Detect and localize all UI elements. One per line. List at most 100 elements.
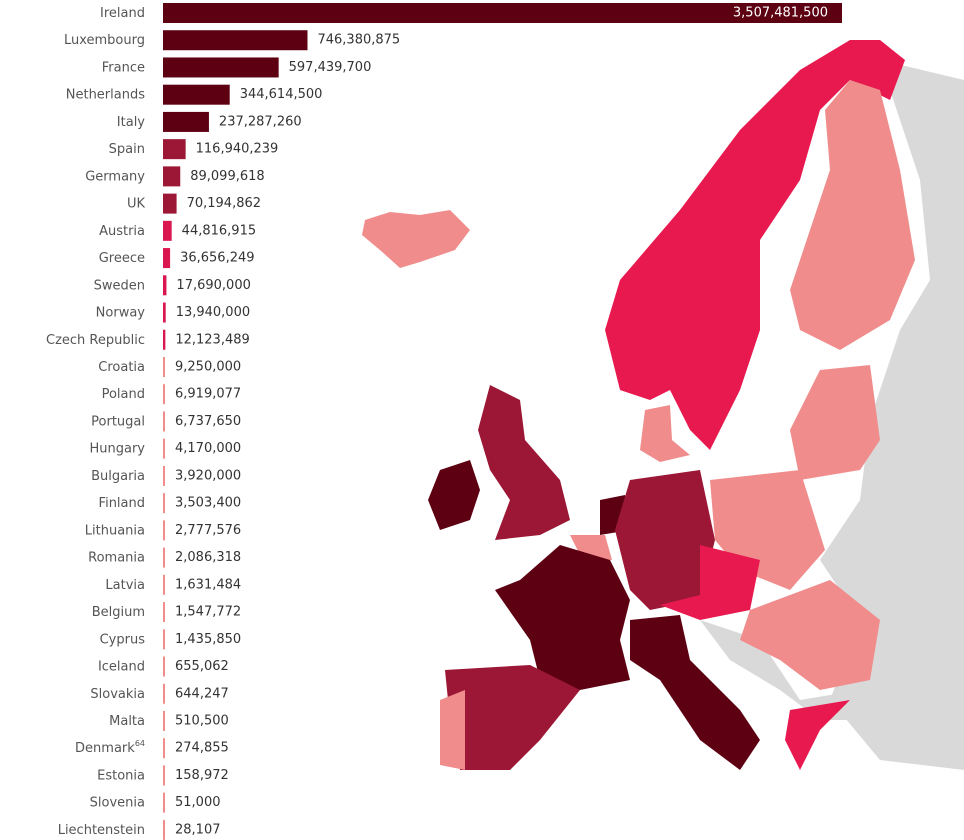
- bar: [163, 602, 165, 623]
- value-label: 3,503,400: [175, 496, 241, 511]
- bar: [163, 166, 181, 187]
- bar: [163, 384, 165, 405]
- value-label: 9,250,000: [175, 359, 241, 374]
- bar: [163, 3, 842, 23]
- category-label: Ireland: [100, 6, 145, 21]
- category-name: Portugal: [91, 414, 145, 429]
- category-label: Lithuania: [85, 523, 145, 538]
- bar: [163, 411, 165, 432]
- value-label: 1,631,484: [175, 577, 241, 592]
- category-name: France: [102, 60, 145, 75]
- category-name: Slovenia: [90, 795, 145, 810]
- map-germany: [615, 470, 715, 610]
- category-name: Iceland: [98, 659, 145, 674]
- value-label: 12,123,489: [175, 332, 249, 347]
- category-label: Portugal: [91, 414, 145, 429]
- map-norway-sweden: [605, 40, 905, 450]
- category-label: Estonia: [97, 768, 145, 783]
- value-label: 158,972: [175, 768, 229, 783]
- bar: [163, 465, 165, 486]
- value-label: 89,099,618: [190, 169, 264, 184]
- category-name: Norway: [96, 305, 146, 320]
- bar: [163, 356, 165, 377]
- category-label: Finland: [99, 496, 145, 511]
- category-name: Czech Republic: [46, 332, 145, 347]
- category-label: Hungary: [89, 441, 145, 456]
- map-portugal: [440, 690, 465, 770]
- category-name: Greece: [99, 251, 145, 266]
- category-label: Sweden: [94, 278, 145, 293]
- value-label: 2,086,318: [175, 550, 241, 565]
- category-label: Italy: [117, 114, 146, 129]
- value-label: 116,940,239: [196, 142, 279, 157]
- bar: [163, 792, 165, 813]
- bar: [163, 84, 230, 105]
- map-ireland: [428, 460, 480, 530]
- bar: [163, 438, 165, 459]
- value-label: 70,194,862: [187, 196, 261, 211]
- category-name: Estonia: [97, 768, 145, 783]
- value-label: 1,547,772: [175, 605, 241, 620]
- value-label: 36,656,249: [180, 251, 254, 266]
- bar: [163, 520, 165, 541]
- category-name: Slovakia: [90, 686, 145, 701]
- value-label: 44,816,915: [182, 223, 256, 238]
- bar: [163, 57, 279, 78]
- bar: [163, 193, 177, 214]
- category-name: Croatia: [98, 359, 145, 374]
- bar: [163, 574, 165, 595]
- value-label: 655,062: [175, 659, 229, 674]
- bar: [163, 629, 165, 650]
- category-name: Hungary: [89, 441, 145, 456]
- bar: [163, 329, 166, 350]
- map-denmark: [640, 405, 690, 462]
- category-label: Norway: [96, 305, 146, 320]
- category-name: Austria: [99, 223, 145, 238]
- bar: [163, 275, 167, 296]
- category-name: UK: [127, 196, 146, 211]
- category-label: Poland: [102, 387, 145, 402]
- value-label: 1,435,850: [175, 632, 241, 647]
- category-name: Netherlands: [66, 87, 145, 102]
- category-name: Finland: [99, 496, 145, 511]
- value-label: 237,287,260: [219, 114, 302, 129]
- category-name: Ireland: [100, 6, 145, 21]
- bar: [163, 139, 186, 160]
- bar: [163, 710, 165, 731]
- value-label: 3,920,000: [175, 468, 241, 483]
- category-label: France: [102, 60, 145, 75]
- bar: [163, 738, 165, 759]
- category-name: Lithuania: [85, 523, 145, 538]
- category-label: Slovakia: [90, 686, 145, 701]
- value-label: 17,690,000: [176, 278, 250, 293]
- category-name: Cyprus: [100, 632, 146, 647]
- map-iceland: [362, 210, 470, 268]
- map-land: [820, 60, 964, 770]
- bar: [163, 30, 308, 51]
- value-label: 6,919,077: [175, 387, 241, 402]
- bar: [163, 683, 165, 704]
- category-name: Belgium: [92, 605, 145, 620]
- value-label: 274,855: [175, 741, 229, 756]
- category-label: Austria: [99, 223, 145, 238]
- map-balkans: [740, 580, 880, 690]
- map-spain: [445, 665, 580, 770]
- category-name: Italy: [117, 114, 146, 129]
- category-name: Liechtenstein: [58, 822, 145, 837]
- category-label: Spain: [109, 142, 145, 157]
- value-label: 13,940,000: [176, 305, 250, 320]
- category-label: Belgium: [92, 605, 145, 620]
- map-france: [495, 545, 630, 690]
- bar: [163, 493, 165, 514]
- category-label: Cyprus: [100, 632, 146, 647]
- category-label: UK: [127, 196, 146, 211]
- category-name: Germany: [85, 169, 145, 184]
- category-label: Malta: [109, 713, 145, 728]
- category-name: Denmark: [75, 741, 135, 756]
- category-label: Denmark64: [75, 739, 145, 756]
- value-label: 51,000: [175, 795, 221, 810]
- category-label: Netherlands: [66, 87, 145, 102]
- value-label: 3,507,481,500: [733, 6, 828, 21]
- category-name: Romania: [88, 550, 145, 565]
- bar: [163, 248, 171, 269]
